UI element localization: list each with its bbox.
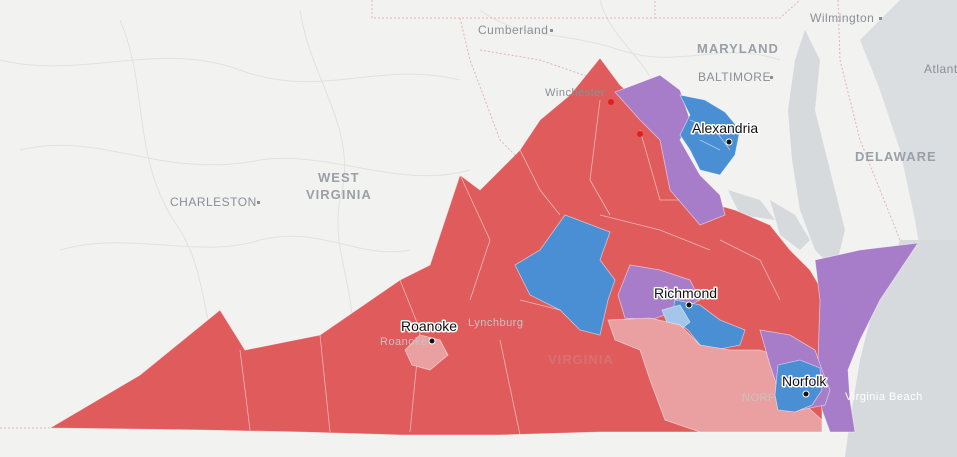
district-central-blue[interactable]: [514, 214, 616, 336]
city-label-charleston: CHARLESTON: [170, 195, 257, 209]
state-label-delaware: DELAWARE: [855, 149, 937, 164]
city-marker-dot-richmond: [685, 301, 693, 309]
city-marker-alexandria[interactable]: Alexandria: [691, 119, 760, 146]
city-marker-norfolk[interactable]: Norfolk: [781, 372, 829, 398]
city-marker-dot-roanoke: [428, 337, 436, 345]
state-label-maryland: MARYLAND: [697, 41, 779, 56]
city-marker-roanoke[interactable]: Roanoke: [400, 317, 459, 345]
city-marker-richmond[interactable]: Richmond: [653, 284, 719, 309]
city-marker-label-norfolk: Norfolk: [782, 373, 827, 389]
water-bodies: [728, 0, 957, 457]
city-marker-label-roanoke: Roanoke: [401, 318, 457, 334]
city-dot-charleston: [257, 201, 260, 204]
city-marker-dot-norfolk: [802, 390, 810, 398]
city-label-cumberland: Cumberland: [478, 23, 548, 37]
state-label-west-virginia-2: VIRGINIA: [306, 187, 372, 202]
city-dot-cumberland: [550, 29, 553, 32]
district-roanoke-leanrep[interactable]: [404, 334, 449, 371]
district-northern-tossup[interactable]: [614, 74, 726, 226]
state-label-west-virginia-1: WEST: [318, 170, 360, 185]
city-label-roanoke-faded: Roanoke: [380, 336, 428, 348]
city-label-norfolk-faded: NORF: [742, 392, 775, 404]
marker-dot-red-1: [608, 99, 614, 105]
city-dot-baltimore: [770, 76, 773, 79]
city-marker-label-alexandria: Alexandria: [692, 120, 758, 136]
city-label-atlantic: Atlant: [924, 62, 957, 76]
city-marker-label-richmond: Richmond: [654, 285, 717, 301]
road-lines: [0, 0, 781, 381]
district-nova-blue[interactable]: [679, 94, 741, 176]
city-dot-wilmington: [879, 17, 882, 20]
city-label-lynchburg-faded: Lynchburg: [468, 317, 523, 329]
marker-dot-red-2: [637, 131, 643, 137]
virginia-districts: [48, 57, 919, 436]
district-southside-leanrep[interactable]: [607, 317, 823, 433]
state-label-virginia: VIRGINIA: [548, 352, 614, 367]
city-marker-dot-alexandria: [725, 138, 733, 146]
city-label-baltimore: BALTIMORE: [698, 70, 771, 84]
city-label-virginia-beach: Virginia Beach: [845, 391, 923, 403]
district-norfolk-blue[interactable]: [774, 359, 823, 413]
city-label-wilmington: Wilmington: [810, 11, 874, 25]
city-label-winchester: Winchester: [545, 87, 605, 99]
state-borders: [0, 0, 901, 429]
